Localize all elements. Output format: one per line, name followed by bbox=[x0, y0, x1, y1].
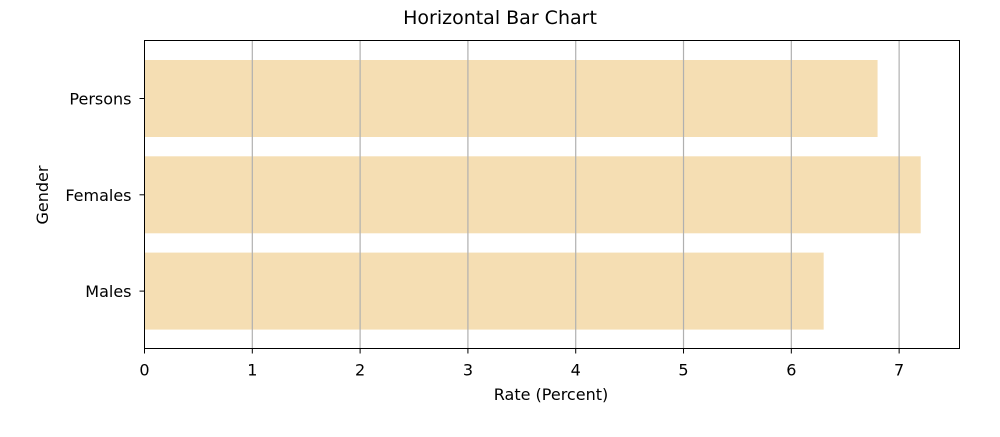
y-tick-label: Females bbox=[65, 186, 131, 205]
x-tick-label: 1 bbox=[247, 361, 257, 380]
x-tick-label: 5 bbox=[678, 361, 688, 380]
x-tick-label: 6 bbox=[786, 361, 796, 380]
x-tick-label: 4 bbox=[571, 361, 581, 380]
x-tick-label: 7 bbox=[894, 361, 904, 380]
bar-persons bbox=[144, 60, 878, 137]
y-tick-label: Persons bbox=[69, 90, 131, 109]
y-axis-ticks: Persons Females Males bbox=[65, 90, 145, 301]
x-axis-ticks: 0 1 2 3 4 5 6 7 bbox=[139, 348, 904, 380]
chart-title: Horizontal Bar Chart bbox=[403, 7, 597, 29]
y-tick-label: Males bbox=[85, 282, 131, 301]
bar-females bbox=[144, 156, 921, 234]
bars bbox=[144, 40, 921, 349]
x-tick-label: 0 bbox=[139, 361, 149, 380]
x-tick-label: 2 bbox=[355, 361, 365, 380]
x-axis-label: Rate (Percent) bbox=[494, 385, 608, 404]
bar-males bbox=[144, 252, 824, 330]
x-tick-label: 3 bbox=[463, 361, 473, 380]
y-axis-label: Gender bbox=[33, 165, 52, 224]
